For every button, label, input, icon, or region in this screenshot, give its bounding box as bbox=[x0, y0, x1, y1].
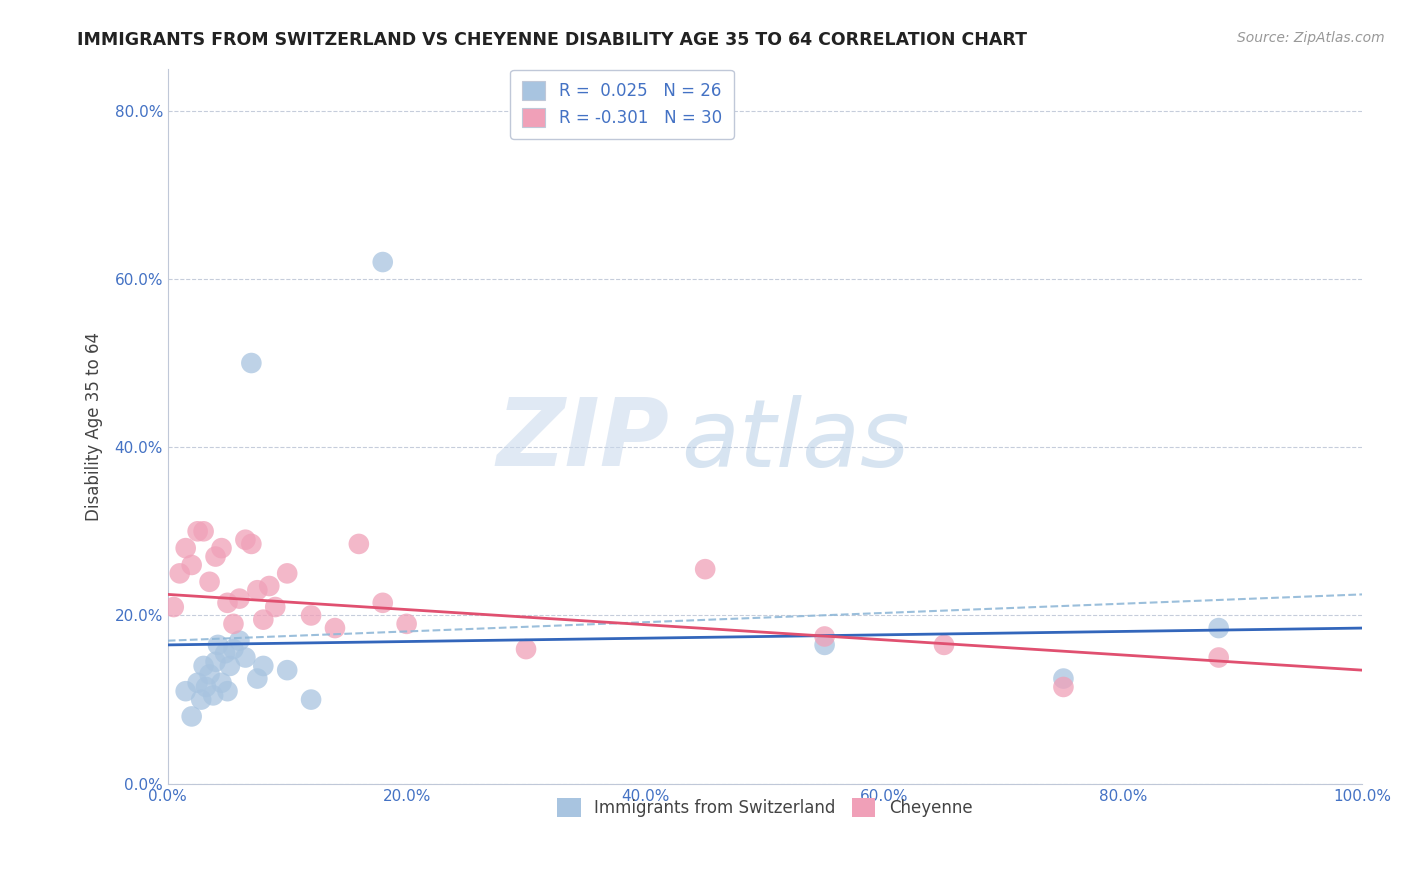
Point bbox=[240, 356, 263, 370]
Point bbox=[299, 608, 322, 623]
Point bbox=[174, 684, 197, 698]
Point bbox=[228, 633, 250, 648]
Point bbox=[1208, 621, 1230, 635]
Point bbox=[193, 524, 215, 539]
Point bbox=[371, 596, 394, 610]
Text: ZIP: ZIP bbox=[496, 394, 669, 486]
Point bbox=[211, 541, 233, 556]
Point bbox=[202, 689, 225, 703]
Point bbox=[222, 642, 245, 657]
Point bbox=[180, 558, 202, 572]
Point bbox=[169, 566, 191, 581]
Point bbox=[1208, 650, 1230, 665]
Point bbox=[259, 579, 281, 593]
Point bbox=[190, 692, 212, 706]
Text: atlas: atlas bbox=[682, 395, 910, 486]
Point bbox=[395, 616, 418, 631]
Point bbox=[264, 600, 287, 615]
Point bbox=[299, 692, 322, 706]
Point bbox=[323, 621, 346, 635]
Point bbox=[174, 541, 197, 556]
Text: IMMIGRANTS FROM SWITZERLAND VS CHEYENNE DISABILITY AGE 35 TO 64 CORRELATION CHAR: IMMIGRANTS FROM SWITZERLAND VS CHEYENNE … bbox=[77, 31, 1028, 49]
Point bbox=[1052, 672, 1074, 686]
Point bbox=[246, 672, 269, 686]
Point bbox=[198, 667, 221, 681]
Point bbox=[1052, 680, 1074, 694]
Point bbox=[932, 638, 955, 652]
Point bbox=[204, 655, 226, 669]
Point bbox=[347, 537, 370, 551]
Point bbox=[276, 663, 298, 677]
Point bbox=[235, 650, 257, 665]
Point bbox=[222, 616, 245, 631]
Point bbox=[695, 562, 717, 576]
Point bbox=[204, 549, 226, 564]
Point bbox=[276, 566, 298, 581]
Point bbox=[371, 255, 394, 269]
Point bbox=[228, 591, 250, 606]
Point bbox=[180, 709, 202, 723]
Point bbox=[163, 600, 186, 615]
Point bbox=[252, 659, 274, 673]
Point bbox=[195, 680, 218, 694]
Point bbox=[218, 659, 240, 673]
Point bbox=[193, 659, 215, 673]
Point bbox=[217, 684, 239, 698]
Point bbox=[187, 675, 209, 690]
Point bbox=[813, 630, 835, 644]
Point bbox=[813, 638, 835, 652]
Point bbox=[187, 524, 209, 539]
Point bbox=[198, 574, 221, 589]
Legend: Immigrants from Switzerland, Cheyenne: Immigrants from Switzerland, Cheyenne bbox=[550, 790, 981, 825]
Y-axis label: Disability Age 35 to 64: Disability Age 35 to 64 bbox=[86, 332, 103, 521]
Point bbox=[217, 596, 239, 610]
Point bbox=[246, 583, 269, 598]
Point bbox=[515, 642, 537, 657]
Point bbox=[214, 646, 236, 660]
Point bbox=[211, 675, 233, 690]
Text: Source: ZipAtlas.com: Source: ZipAtlas.com bbox=[1237, 31, 1385, 45]
Point bbox=[235, 533, 257, 547]
Point bbox=[252, 613, 274, 627]
Point bbox=[240, 537, 263, 551]
Point bbox=[207, 638, 229, 652]
